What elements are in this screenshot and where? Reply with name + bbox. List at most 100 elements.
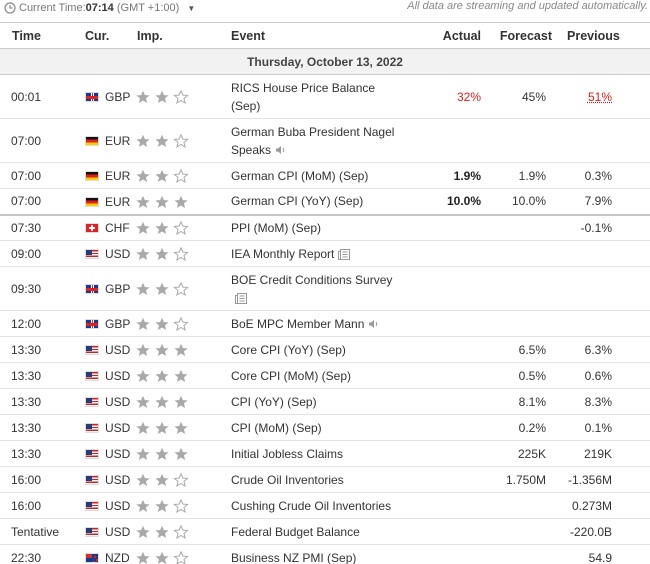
event-name[interactable]: Cushing Crude Oil Inventories xyxy=(231,498,392,513)
event-name-line2[interactable]: (Sep) xyxy=(231,98,261,113)
table-row[interactable]: 13:30 USD CPI (YoY) (Sep) 8.1% 8.3% xyxy=(0,388,650,415)
table-row[interactable]: 12:00 GBP BoE MPC Member Mann xyxy=(0,310,650,337)
event-name[interactable]: Core CPI (MoM) (Sep) xyxy=(231,368,352,383)
header-previous[interactable]: Previous xyxy=(567,22,650,49)
table-row[interactable]: 07:00 EUR German CPI (MoM) (Sep) 1.9% 1.… xyxy=(0,162,650,189)
flag-us-icon xyxy=(85,448,99,459)
flag-us-icon xyxy=(85,370,99,381)
event-cell[interactable]: BoE MPC Member Mann xyxy=(227,310,417,337)
importance-stars xyxy=(135,74,227,119)
importance-stars xyxy=(135,336,227,363)
event-name[interactable]: Core CPI (YoY) (Sep) xyxy=(231,342,346,357)
table-row[interactable]: 09:00 USD IEA Monthly Report xyxy=(0,240,650,267)
event-cell[interactable]: CPI (MoM) (Sep) xyxy=(227,414,417,441)
event-previous-cell xyxy=(567,266,650,311)
header-actual[interactable]: Actual xyxy=(417,22,489,49)
event-currency-cell: USD xyxy=(73,466,135,493)
report-icon[interactable] xyxy=(235,292,247,304)
table-header-row: Time Cur. Imp. Event Actual Forecast Pre… xyxy=(0,22,650,49)
event-currency: GBP xyxy=(105,316,131,331)
report-icon[interactable] xyxy=(338,248,351,260)
table-row[interactable]: 09:30 GBP BOE Credit Conditions Survey xyxy=(0,266,650,311)
event-name-line2[interactable]: Speaks xyxy=(231,142,272,157)
event-actual xyxy=(417,492,489,519)
event-previous-cell: -0.1% xyxy=(567,214,650,241)
header-currency[interactable]: Cur. xyxy=(73,22,135,49)
event-currency: EUR xyxy=(105,133,131,148)
header-event[interactable]: Event xyxy=(227,22,417,49)
star-icon xyxy=(173,89,189,104)
event-name[interactable]: IEA Monthly Report xyxy=(231,246,335,261)
event-name[interactable]: Business NZ PMI (Sep) xyxy=(231,550,357,564)
event-name[interactable]: CPI (MoM) (Sep) xyxy=(231,420,322,435)
table-row[interactable]: 07:00 EUR German CPI (YoY) (Sep) 10.0% 1… xyxy=(0,188,650,216)
event-forecast: 6.5% xyxy=(489,336,567,363)
table-row[interactable]: 13:30 USD Initial Jobless Claims 225K 21… xyxy=(0,440,650,467)
event-cell[interactable]: BOE Credit Conditions Survey xyxy=(227,266,417,311)
event-cell[interactable]: Core CPI (YoY) (Sep) xyxy=(227,336,417,363)
event-cell[interactable]: RICS House Price Balance (Sep) xyxy=(227,74,417,119)
event-name[interactable]: German CPI (MoM) (Sep) xyxy=(231,168,369,183)
event-time: 12:00 xyxy=(0,310,73,337)
event-cell[interactable]: German CPI (YoY) (Sep) xyxy=(227,188,417,216)
event-name[interactable]: BoE MPC Member Mann xyxy=(231,316,365,331)
event-forecast xyxy=(489,266,567,311)
event-name-line1[interactable]: BOE Credit Conditions Survey xyxy=(231,272,393,287)
event-cell[interactable]: German Buba President Nagel Speaks xyxy=(227,118,417,163)
event-currency-cell: CHF xyxy=(73,214,135,241)
event-cell[interactable]: Federal Budget Balance xyxy=(227,518,417,545)
table-row[interactable]: Tentative USD Federal Budget Balance -22… xyxy=(0,518,650,545)
importance-stars xyxy=(135,414,227,441)
event-cell[interactable]: Core CPI (MoM) (Sep) xyxy=(227,362,417,389)
event-previous: 0.1% xyxy=(584,420,612,435)
event-name-line1[interactable]: German Buba President Nagel xyxy=(231,124,395,139)
star-icon xyxy=(173,472,189,487)
event-actual xyxy=(417,518,489,545)
importance-stars xyxy=(135,492,227,519)
event-time: 07:00 xyxy=(0,162,73,189)
event-name[interactable]: PPI (MoM) (Sep) xyxy=(231,220,322,235)
star-icon xyxy=(136,421,150,434)
table-row[interactable]: 16:00 USD Crude Oil Inventories 1.750M -… xyxy=(0,466,650,493)
event-currency: USD xyxy=(105,342,131,357)
event-cell[interactable]: PPI (MoM) (Sep) xyxy=(227,214,417,241)
event-cell[interactable]: Initial Jobless Claims xyxy=(227,440,417,467)
table-row[interactable]: 13:30 USD Core CPI (YoY) (Sep) 6.5% 6.3% xyxy=(0,336,650,363)
event-name[interactable]: Federal Budget Balance xyxy=(231,524,360,539)
table-row[interactable]: 13:30 USD Core CPI (MoM) (Sep) 0.5% 0.6% xyxy=(0,362,650,389)
event-previous: 51% xyxy=(587,89,612,104)
importance-stars xyxy=(135,118,227,163)
speaker-icon[interactable] xyxy=(368,319,380,329)
event-actual xyxy=(417,440,489,467)
event-name[interactable]: Crude Oil Inventories xyxy=(231,472,344,487)
event-previous-cell: -220.0B xyxy=(567,518,650,545)
event-currency-cell: EUR xyxy=(73,118,135,163)
speaker-icon[interactable] xyxy=(275,145,287,155)
event-cell[interactable]: IEA Monthly Report xyxy=(227,240,417,267)
event-cell[interactable]: CPI (YoY) (Sep) xyxy=(227,388,417,415)
chevron-down-icon[interactable]: ▼ xyxy=(187,4,196,13)
header-forecast[interactable]: Forecast xyxy=(489,22,567,49)
event-name[interactable]: CPI (YoY) (Sep) xyxy=(231,394,317,409)
header-importance[interactable]: Imp. xyxy=(135,22,227,49)
event-cell[interactable]: Crude Oil Inventories xyxy=(227,466,417,493)
event-previous-cell xyxy=(567,118,650,163)
event-cell[interactable]: German CPI (MoM) (Sep) xyxy=(227,162,417,189)
event-previous-cell: 54.9 xyxy=(567,544,650,564)
star-icon xyxy=(174,395,188,408)
table-row[interactable]: 00:01 GBP RICS House Price Balance (Sep) … xyxy=(0,74,650,119)
event-previous: 54.9 xyxy=(588,550,612,564)
table-row[interactable]: 16:00 USD Cushing Crude Oil Inventories … xyxy=(0,492,650,519)
event-name-line1[interactable]: RICS House Price Balance xyxy=(231,80,376,95)
event-name[interactable]: Initial Jobless Claims xyxy=(231,446,344,461)
event-cell[interactable]: Business NZ PMI (Sep) xyxy=(227,544,417,564)
table-row[interactable]: 22:30 NZD Business NZ PMI (Sep) 54.9 xyxy=(0,544,650,564)
table-row[interactable]: 07:30 CHF PPI (MoM) (Sep) -0.1% xyxy=(0,214,650,241)
event-cell[interactable]: Cushing Crude Oil Inventories xyxy=(227,492,417,519)
header-time[interactable]: Time xyxy=(0,22,73,49)
table-row[interactable]: 13:30 USD CPI (MoM) (Sep) 0.2% 0.1% xyxy=(0,414,650,441)
table-row[interactable]: 07:00 EUR German Buba President Nagel Spe… xyxy=(0,118,650,163)
current-time-selector[interactable]: Current Time:07:14 (GMT +1:00) ▼ xyxy=(19,2,195,14)
event-name[interactable]: German CPI (YoY) (Sep) xyxy=(231,194,364,209)
star-icon xyxy=(155,169,169,182)
